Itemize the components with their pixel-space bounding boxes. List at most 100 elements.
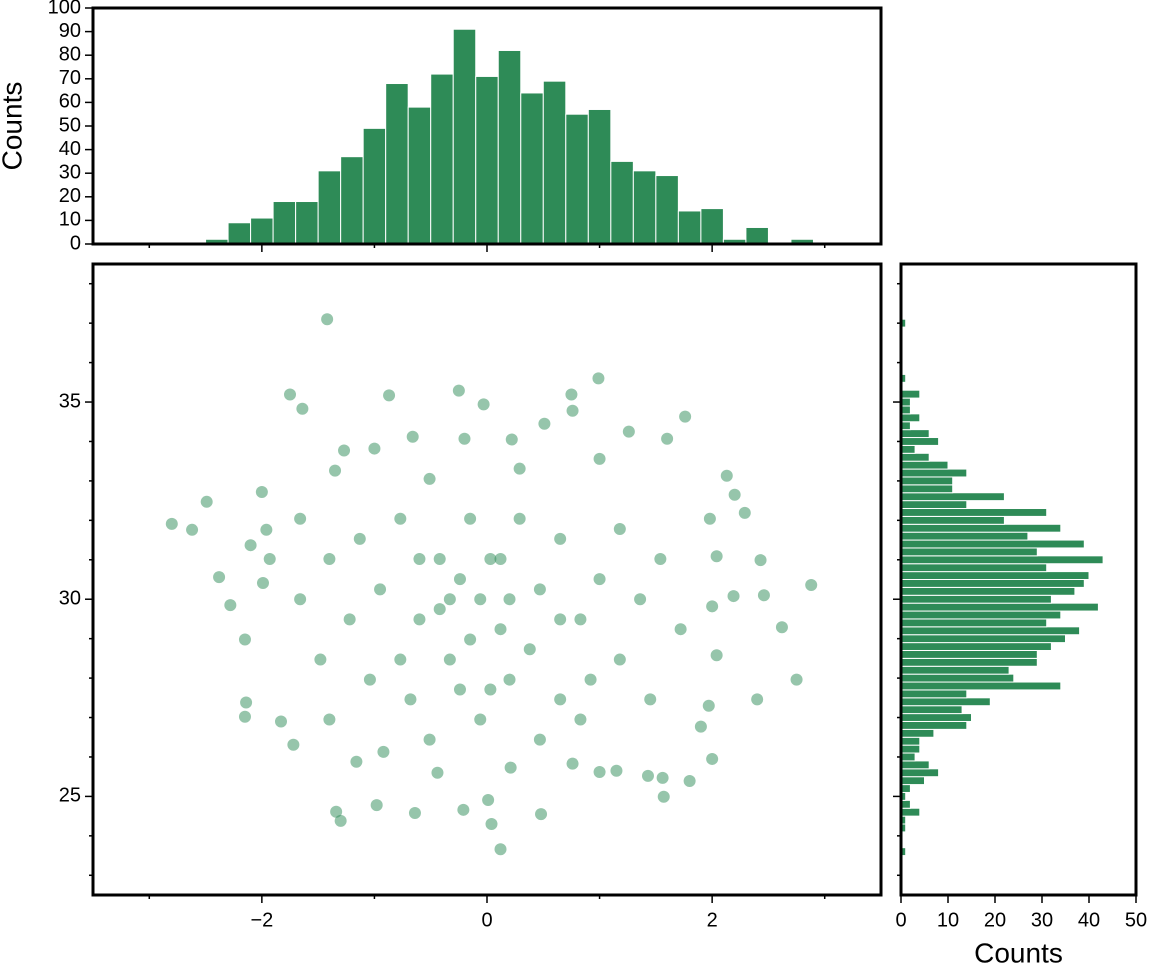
bar xyxy=(900,705,963,715)
point xyxy=(484,683,497,696)
point xyxy=(353,532,366,545)
point xyxy=(535,808,548,821)
bar xyxy=(900,760,930,770)
point xyxy=(406,430,419,443)
bar xyxy=(542,80,567,245)
point xyxy=(323,713,336,726)
bar xyxy=(497,49,522,245)
point xyxy=(641,769,654,782)
point xyxy=(296,402,309,415)
bar xyxy=(900,618,1048,628)
point xyxy=(240,696,253,709)
bar xyxy=(900,476,954,486)
point xyxy=(394,653,407,666)
bar xyxy=(452,28,477,245)
point xyxy=(260,523,273,536)
bar xyxy=(900,508,1048,517)
bar xyxy=(317,170,342,245)
point xyxy=(622,425,635,438)
x-tick-label: 20 xyxy=(984,909,1006,931)
point xyxy=(494,552,507,565)
bar xyxy=(250,217,274,245)
bar xyxy=(587,108,612,245)
bar xyxy=(900,713,972,722)
point xyxy=(720,469,733,482)
x-axis-label: Counts xyxy=(974,937,1063,966)
point xyxy=(363,673,376,686)
y-axis-label: Counts xyxy=(0,82,27,171)
point xyxy=(584,673,597,686)
point xyxy=(423,472,436,485)
x-tick-label: −2 xyxy=(250,909,273,931)
point xyxy=(377,745,390,758)
x-tick-label: 10 xyxy=(937,909,959,931)
point xyxy=(513,512,526,525)
y-tick-label: 50 xyxy=(59,114,81,136)
bar xyxy=(565,113,589,245)
point xyxy=(610,764,623,777)
point xyxy=(613,523,626,536)
point xyxy=(703,512,716,525)
point xyxy=(200,495,213,508)
point xyxy=(413,552,426,565)
bar xyxy=(227,222,252,245)
point xyxy=(554,532,567,545)
point xyxy=(613,653,626,666)
point xyxy=(634,593,647,606)
bar xyxy=(900,500,968,510)
bar xyxy=(900,547,1038,557)
bar xyxy=(900,389,921,399)
point xyxy=(321,313,334,326)
point xyxy=(683,775,696,788)
y-tick-label: 90 xyxy=(59,20,81,42)
point xyxy=(433,603,446,616)
point xyxy=(186,523,199,536)
bar xyxy=(900,594,1052,604)
point xyxy=(477,398,490,411)
point xyxy=(593,573,606,586)
point xyxy=(505,433,518,446)
point xyxy=(485,818,498,831)
point xyxy=(338,444,351,457)
point xyxy=(656,771,669,784)
point xyxy=(710,649,723,662)
bar xyxy=(900,807,921,817)
point xyxy=(710,550,723,563)
point xyxy=(654,552,667,565)
point xyxy=(657,790,670,803)
point xyxy=(453,683,466,696)
x-tick-label: 50 xyxy=(1125,909,1147,931)
x-tick-label: 0 xyxy=(481,909,492,931)
point xyxy=(443,653,456,666)
panel-frame xyxy=(91,262,883,897)
point xyxy=(504,761,517,774)
point xyxy=(433,552,446,565)
x-tick-label: 30 xyxy=(1031,909,1053,931)
point xyxy=(494,623,507,636)
bar xyxy=(900,571,1090,580)
point xyxy=(431,766,444,779)
point xyxy=(482,793,495,806)
bar xyxy=(900,610,1062,620)
point xyxy=(554,613,567,626)
point xyxy=(533,733,546,746)
point xyxy=(284,388,296,401)
bar xyxy=(900,602,1099,612)
point xyxy=(593,765,606,778)
x-tick-label: 40 xyxy=(1078,909,1100,931)
point xyxy=(574,713,587,726)
point xyxy=(464,633,477,646)
point xyxy=(727,590,740,603)
point xyxy=(383,389,396,402)
bar xyxy=(475,75,499,245)
bar xyxy=(900,728,935,738)
bar xyxy=(900,531,1029,541)
y-tick-label: 25 xyxy=(59,785,81,807)
bar xyxy=(745,226,769,245)
point xyxy=(329,464,342,477)
point xyxy=(165,517,178,530)
bar xyxy=(900,413,921,423)
point xyxy=(593,452,606,465)
point xyxy=(457,803,470,816)
